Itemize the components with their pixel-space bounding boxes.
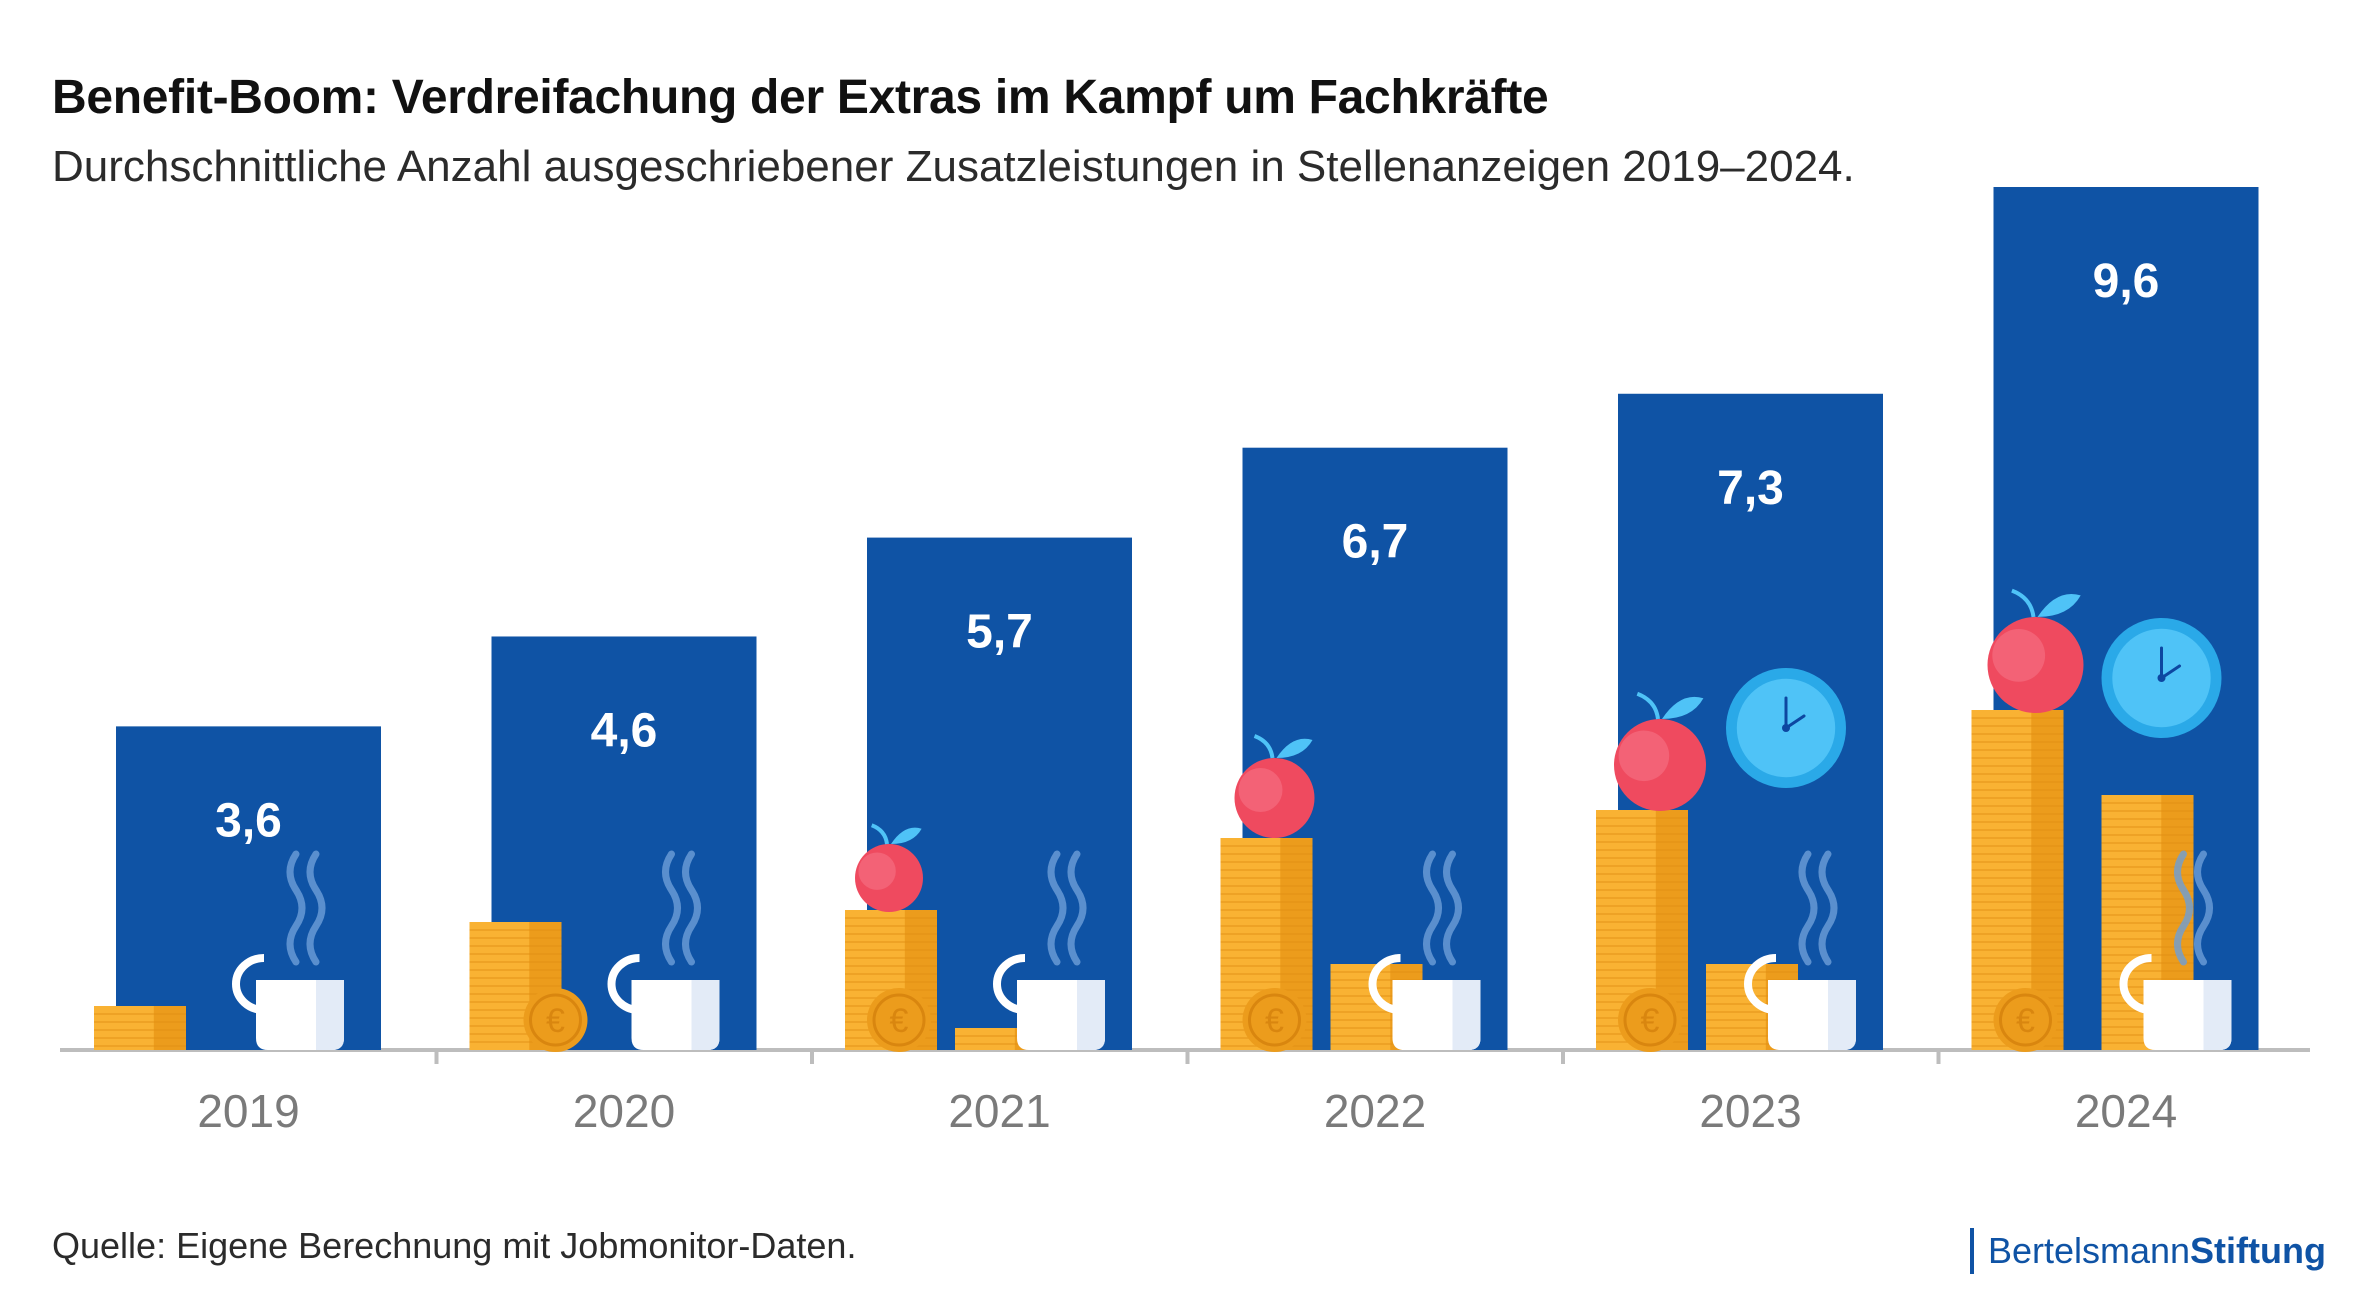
x-tick-label: 2023 [1699, 1085, 1801, 1137]
x-tick-label: 2020 [573, 1085, 675, 1137]
chart-subtitle: Durchschnittliche Anzahl ausgeschriebene… [52, 142, 1855, 191]
bar-value-label: 4,6 [591, 704, 658, 757]
bar-icons-2021: € [845, 823, 1105, 1052]
x-tick-label: 2019 [197, 1085, 299, 1137]
bertelsmann-stiftung-logo: Bertelsmann Stiftung [1969, 1228, 2326, 1274]
bar-icons-2019 [94, 850, 344, 1050]
chart-title: Benefit-Boom: Verdreifachung der Extras … [52, 71, 1549, 124]
bar-value-label: 7,3 [1717, 462, 1784, 515]
bar-icons-2023: € [1596, 668, 1856, 1052]
svg-text:€: € [2016, 1002, 2035, 1040]
bar-value-label: 5,7 [966, 606, 1033, 659]
logo-text-regular: Bertelsmann [1987, 1230, 2191, 1271]
svg-text:€: € [890, 1002, 909, 1040]
source-note: Quelle: Eigene Berechnung mit Jobmonitor… [52, 1225, 857, 1266]
x-tick-label: 2021 [948, 1085, 1050, 1137]
svg-text:€: € [1265, 1002, 1284, 1040]
x-tick-label: 2024 [2075, 1085, 2177, 1137]
svg-text:€: € [546, 1002, 565, 1040]
bar-value-label: 6,7 [1342, 516, 1409, 569]
bar-value-label: 3,6 [215, 794, 282, 847]
svg-text:€: € [1641, 1002, 1660, 1040]
bar-icons-2020: € [469, 850, 720, 1052]
logo-text-bold: Stiftung [2190, 1230, 2326, 1271]
bar-value-label: 9,6 [2093, 255, 2160, 308]
logo-divider [1969, 1228, 1974, 1274]
x-tick-label: 2022 [1324, 1085, 1426, 1137]
bar-icons-2024: € [1971, 588, 2232, 1052]
bar-icons-2022: € [1220, 734, 1481, 1052]
